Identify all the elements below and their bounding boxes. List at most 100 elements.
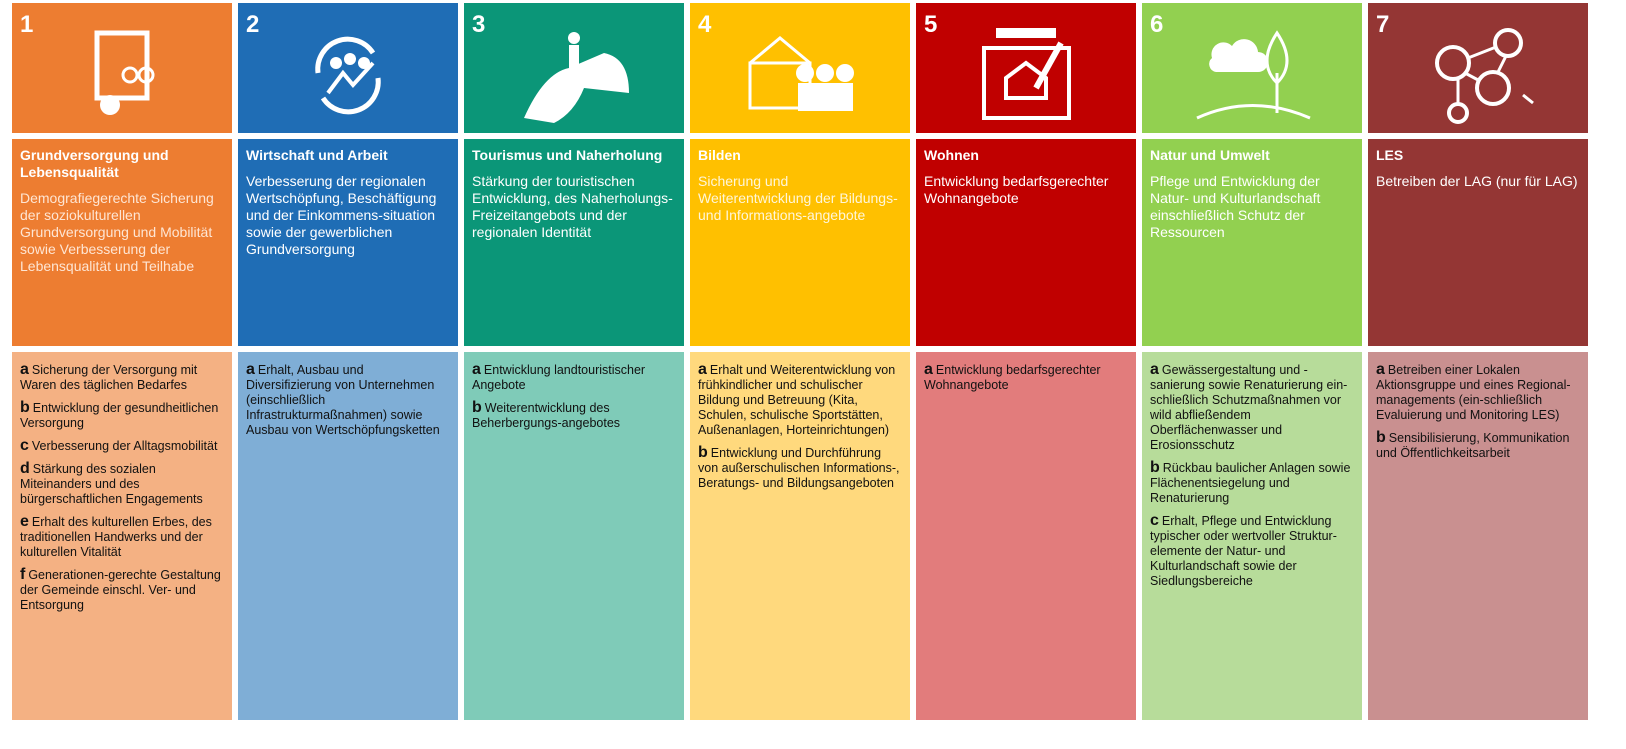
measure-text: Entwicklung und Durchführung von außersc… bbox=[698, 446, 900, 490]
field-number: 7 bbox=[1376, 11, 1390, 38]
measure: b Weiterentwicklung des Beherbergungs-ang… bbox=[472, 400, 676, 431]
measure-letter: a bbox=[924, 361, 933, 378]
measure: b Entwicklung und Durchführung von außers… bbox=[698, 445, 902, 491]
measure: c Erhalt, Pflege und Entwicklung typische… bbox=[1150, 513, 1354, 589]
field-measures: a Entwicklung bedarfsgerechter Wohnangebo… bbox=[916, 352, 1136, 720]
measure: b Entwicklung der gesundheitlichen Versor… bbox=[20, 400, 224, 431]
field-measures: a Erhalt, Ausbau und Diversifizierung von… bbox=[238, 352, 458, 720]
measure: a Entwicklung landtouristischer Angebote bbox=[472, 362, 676, 393]
measure-letter: b bbox=[1376, 429, 1386, 446]
field-measures: a Entwicklung landtouristischer Angebote b… bbox=[464, 352, 684, 720]
measure: d Stärkung des sozialen Miteinanders und … bbox=[20, 461, 224, 507]
field-description: Entwicklung bedarfsgerechter Wohnangebot… bbox=[924, 173, 1109, 206]
field-header: 6 bbox=[1142, 3, 1362, 133]
field-header: 4 bbox=[690, 3, 910, 133]
field-measures: a Gewässergestaltung und -sanierung sowie… bbox=[1142, 352, 1362, 720]
field-summary: Grundversorgung und Lebensqualität Demogr… bbox=[12, 139, 232, 346]
field-icon bbox=[524, 32, 629, 123]
field-number: 1 bbox=[20, 11, 34, 38]
measure: e Erhalt des kulturellen Erbes, des tradi… bbox=[20, 514, 224, 560]
measure: a Erhalt und Weiterentwicklung von frühki… bbox=[698, 362, 902, 438]
field-measures: a Betreiben einer Lokalen Aktionsgruppe u… bbox=[1368, 352, 1588, 720]
measure-text: Rückbau baulicher Anlagen sowie Flächene… bbox=[1150, 461, 1351, 505]
measure-text: Weiterentwicklung des Beherbergungs-ange… bbox=[472, 401, 621, 430]
field-number: 6 bbox=[1150, 11, 1164, 38]
field-summary: Bilden Sicherung und Weiterentwicklung de… bbox=[690, 139, 910, 346]
field-title: Wohnen bbox=[924, 147, 979, 163]
field-header: 3 bbox=[464, 3, 684, 133]
field-title: LES bbox=[1376, 147, 1404, 163]
measure-letter: a bbox=[698, 361, 707, 378]
field-header: 2 bbox=[238, 3, 458, 133]
measure: a Erhalt, Ausbau und Diversifizierung von… bbox=[246, 362, 450, 438]
measure-text: Gewässergestaltung und -sanierung sowie … bbox=[1150, 363, 1348, 452]
measure-text: Stärkung des sozialen Miteinanders und d… bbox=[20, 462, 203, 506]
field-description: Stärkung der touristischen Entwicklung, … bbox=[472, 173, 673, 240]
field-measures: a Sicherung der Versorgung mit Waren des … bbox=[12, 352, 232, 720]
measure-letter: b bbox=[698, 444, 708, 461]
measure-letter: a bbox=[246, 361, 255, 378]
field-summary: Wirtschaft und Arbeit Verbesserung der re… bbox=[238, 139, 458, 346]
field-header: 7 bbox=[1368, 3, 1588, 133]
field-number: 3 bbox=[472, 11, 486, 38]
field-description: Demografiegerechte Sicherung der sozioku… bbox=[20, 190, 214, 274]
field-title: Tourismus und Naherholung bbox=[472, 147, 663, 163]
field-header: 5 bbox=[916, 3, 1136, 133]
measure: b Rückbau baulicher Anlagen sowie Flächen… bbox=[1150, 460, 1354, 506]
measure-letter: d bbox=[20, 460, 30, 477]
field-title: Natur und Umwelt bbox=[1150, 147, 1270, 163]
measure: f Generationen-gerechte Gestaltung der Ge… bbox=[20, 567, 224, 613]
measure: b Sensibilisierung, Kommunikation und Öff… bbox=[1376, 430, 1580, 461]
measure-text: Erhalt und Weiterentwicklung von frühkin… bbox=[698, 363, 896, 437]
measure-letter: b bbox=[20, 399, 30, 416]
field-title: Grundversorgung und Lebensqualität bbox=[20, 147, 169, 180]
field-summary: Wohnen Entwicklung bedarfsgerechter Wohna… bbox=[916, 139, 1136, 346]
field-title: Wirtschaft und Arbeit bbox=[246, 147, 388, 163]
measure-letter: b bbox=[472, 399, 482, 416]
field-description: Pflege und Entwicklung der Natur- und Ku… bbox=[1150, 173, 1321, 240]
field-icon bbox=[94, 30, 155, 115]
measure-letter: a bbox=[472, 361, 481, 378]
measure-text: Entwicklung der gesundheitlichen Versorg… bbox=[20, 401, 219, 430]
measure-letter: a bbox=[20, 361, 29, 378]
field-description: Sicherung und Weiterentwicklung der Bild… bbox=[698, 173, 898, 223]
field-icon bbox=[1196, 30, 1311, 120]
measure-text: Betreiben einer Lokalen Aktionsgruppe un… bbox=[1376, 363, 1571, 422]
measure: a Entwicklung bedarfsgerechter Wohnangebo… bbox=[924, 362, 1128, 393]
measure-text: Sicherung der Versorgung mit Waren des t… bbox=[20, 363, 198, 392]
measure-letter: b bbox=[1150, 459, 1160, 476]
field-summary: LES Betreiben der LAG (nur für LAG) bbox=[1368, 139, 1588, 346]
field-number: 5 bbox=[924, 11, 938, 38]
measure-letter: e bbox=[20, 513, 29, 530]
measure: a Betreiben einer Lokalen Aktionsgruppe u… bbox=[1376, 362, 1580, 423]
field-summary: Natur und Umwelt Pflege und Entwicklung d… bbox=[1142, 139, 1362, 346]
field-icon bbox=[315, 36, 381, 115]
field-number: 4 bbox=[698, 11, 712, 38]
measure-letter: f bbox=[20, 566, 26, 583]
field-icon bbox=[982, 28, 1071, 120]
field-header: 1 bbox=[12, 3, 232, 133]
field-description: Verbesserung der regionalen Wertschöpfun… bbox=[246, 173, 437, 257]
measure-text: Erhalt, Ausbau und Diversifizierung von … bbox=[246, 363, 440, 437]
field-summary: Tourismus und Naherholung Stärkung der to… bbox=[464, 139, 684, 346]
field-icon bbox=[1435, 28, 1534, 124]
field-title: Bilden bbox=[698, 147, 741, 163]
measure-letter: a bbox=[1376, 361, 1385, 378]
field-measures: a Erhalt und Weiterentwicklung von frühki… bbox=[690, 352, 910, 720]
measure-text: Sensibilisierung, Kommunikation und Öffe… bbox=[1376, 431, 1570, 460]
field-description: Betreiben der LAG (nur für LAG) bbox=[1376, 173, 1578, 189]
measure-text: Erhalt, Pflege und Entwicklung typischer… bbox=[1150, 514, 1337, 588]
measure: a Sicherung der Versorgung mit Waren des … bbox=[20, 362, 224, 393]
field-icon bbox=[748, 36, 854, 111]
measure-letter: a bbox=[1150, 361, 1159, 378]
measure-text: Entwicklung bedarfsgerechter Wohnangebot… bbox=[924, 363, 1101, 392]
measure: c Verbesserung der Alltagsmobilität bbox=[20, 438, 224, 454]
measure-text: Erhalt des kulturellen Erbes, des tradit… bbox=[20, 515, 212, 559]
measure-text: Generationen-gerechte Gestaltung der Gem… bbox=[20, 568, 221, 612]
measure-text: Entwicklung landtouristischer Angebote bbox=[472, 363, 646, 392]
measure-letter: c bbox=[1150, 512, 1159, 529]
field-number: 2 bbox=[246, 11, 260, 38]
measure-text: Verbesserung der Alltagsmobilität bbox=[31, 439, 218, 453]
measure: a Gewässergestaltung und -sanierung sowie… bbox=[1150, 362, 1354, 453]
